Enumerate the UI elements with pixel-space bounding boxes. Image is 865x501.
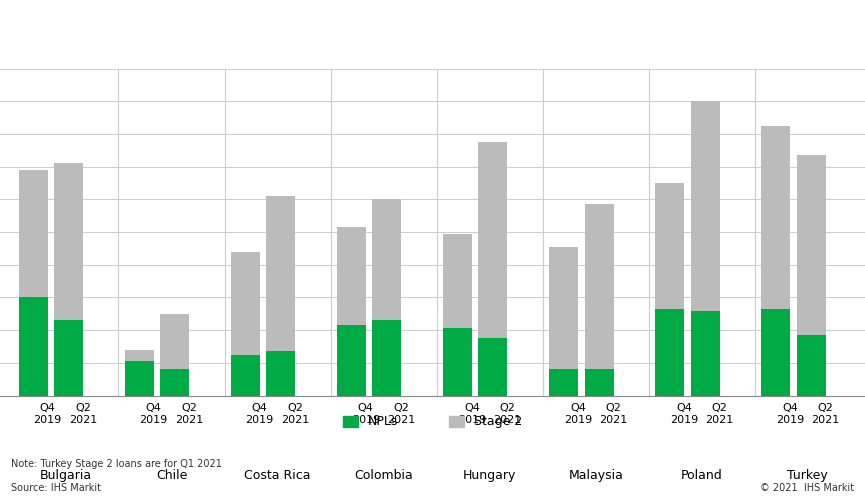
Bar — [373, 320, 401, 395]
Bar — [655, 183, 684, 309]
Bar — [690, 101, 720, 311]
Text: Malaysia: Malaysia — [568, 469, 623, 482]
Bar — [761, 309, 790, 395]
Text: Bulgaria: Bulgaria — [40, 469, 92, 482]
Bar — [797, 155, 826, 335]
Text: © 2021  IHS Markit: © 2021 IHS Markit — [760, 482, 855, 492]
Text: Troubled loan ratio of select economies: Troubled loan ratio of select economies — [11, 25, 381, 43]
Bar — [125, 361, 154, 395]
Text: Costa Rica: Costa Rica — [244, 469, 311, 482]
Legend: NPLs, Stage 2: NPLs, Stage 2 — [338, 410, 527, 433]
Text: Turkey: Turkey — [787, 469, 828, 482]
Text: Colombia: Colombia — [355, 469, 413, 482]
Bar — [266, 196, 295, 351]
Bar — [761, 126, 790, 309]
Bar — [478, 142, 508, 338]
Bar — [443, 329, 471, 395]
Text: Note: Turkey Stage 2 loans are for Q1 2021: Note: Turkey Stage 2 loans are for Q1 20… — [11, 459, 222, 469]
Bar — [549, 247, 578, 369]
Bar — [54, 320, 83, 395]
Bar — [478, 338, 508, 395]
Bar — [336, 325, 366, 395]
Bar — [160, 314, 189, 369]
Bar — [160, 369, 189, 395]
Bar — [231, 252, 260, 355]
Bar — [373, 199, 401, 320]
Text: Chile: Chile — [156, 469, 187, 482]
Bar — [231, 355, 260, 395]
Bar — [336, 227, 366, 325]
Bar — [125, 350, 154, 361]
Bar — [266, 351, 295, 395]
Bar — [690, 311, 720, 395]
Bar — [655, 309, 684, 395]
Text: Poland: Poland — [681, 469, 722, 482]
Bar — [443, 233, 471, 329]
Bar — [585, 369, 613, 395]
Bar — [585, 204, 613, 369]
Text: Source: IHS Markit: Source: IHS Markit — [11, 482, 101, 492]
Text: Hungary: Hungary — [463, 469, 516, 482]
Bar — [797, 335, 826, 395]
Bar — [19, 170, 48, 298]
Bar — [19, 298, 48, 395]
Bar — [549, 369, 578, 395]
Bar — [54, 163, 83, 320]
